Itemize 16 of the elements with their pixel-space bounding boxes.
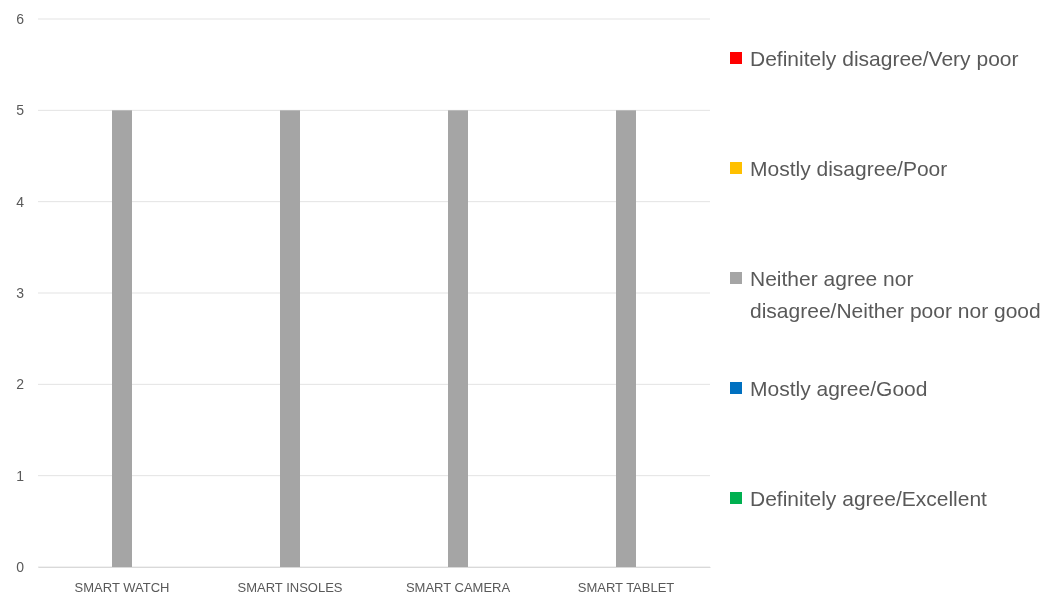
- y-tick-label: 4: [16, 193, 25, 210]
- y-tick-label: 5: [16, 102, 25, 119]
- legend-label: Mostly disagree/Poor: [750, 157, 948, 180]
- y-tick-label: 6: [16, 10, 25, 27]
- x-tick-label: SMART CAMERA: [405, 580, 511, 596]
- y-tick-label: 3: [16, 284, 25, 301]
- x-tick-label: SMART INSOLES: [237, 580, 343, 596]
- x-tick-label: SMART TABLET: [577, 580, 675, 596]
- legend-label: Neither agree nor disagree/Neither poor nor good: [750, 267, 1041, 322]
- y-tick-label: 0: [16, 558, 25, 575]
- legend-label: Definitely disagree/Very poor: [750, 47, 1019, 70]
- y-tick-label: 1: [16, 467, 25, 484]
- legend-label: Mostly agree/Good: [750, 377, 928, 400]
- x-tick-label: SMART WATCH: [74, 580, 170, 596]
- legend-label: Definitely agree/Excellent: [750, 487, 988, 510]
- y-tick-label: 2: [16, 376, 25, 393]
